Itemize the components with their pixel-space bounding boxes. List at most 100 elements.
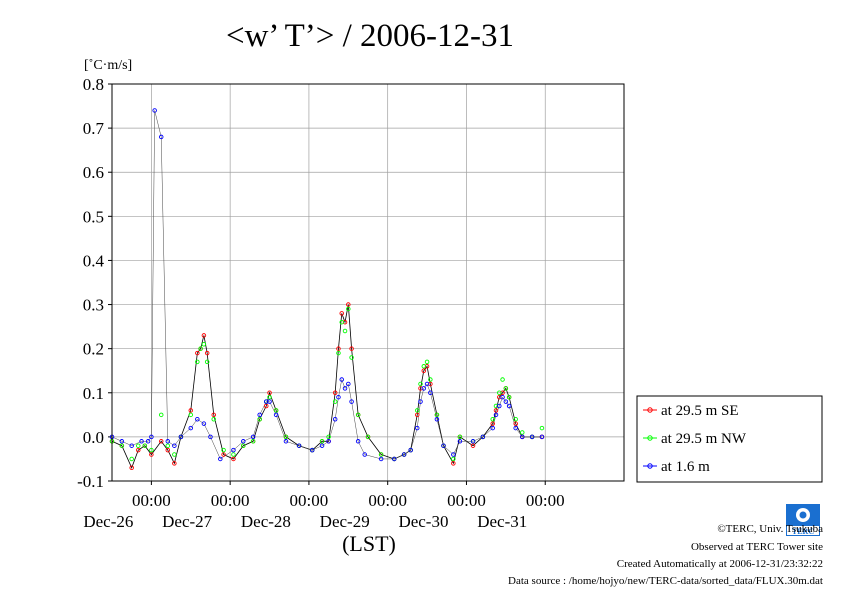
data-point bbox=[520, 430, 525, 435]
data-point bbox=[267, 394, 272, 400]
legend-label: at 29.5 m NW bbox=[661, 431, 747, 447]
data-point bbox=[434, 412, 440, 418]
data-point bbox=[201, 342, 207, 347]
y-tick-label: 0.1 bbox=[83, 384, 104, 403]
data-point bbox=[428, 390, 433, 396]
y-tick-label: -0.1 bbox=[77, 472, 104, 491]
y-tick-label: 0.8 bbox=[83, 75, 104, 94]
data-point bbox=[451, 461, 456, 466]
data-point bbox=[195, 359, 200, 365]
data-point bbox=[500, 377, 505, 382]
data-point bbox=[283, 439, 289, 444]
data-point bbox=[378, 452, 384, 457]
data-point bbox=[339, 311, 344, 316]
data-point bbox=[342, 328, 348, 334]
unit-label: [˚C·m/s] bbox=[84, 58, 132, 73]
data-point bbox=[424, 381, 430, 387]
data-point bbox=[339, 377, 344, 382]
data-point bbox=[195, 350, 200, 356]
data-point bbox=[142, 443, 148, 448]
grid-lines bbox=[112, 84, 624, 481]
data-point bbox=[457, 439, 463, 444]
data-point bbox=[520, 434, 525, 440]
data-point bbox=[267, 399, 272, 404]
legend-box bbox=[636, 395, 823, 483]
legend-marker bbox=[647, 435, 653, 441]
data-point bbox=[332, 416, 338, 422]
data-point bbox=[362, 452, 367, 457]
created-text: Created Automatically at 2006-12-31/23:3… bbox=[617, 558, 823, 570]
data-point bbox=[418, 381, 423, 387]
data-point bbox=[257, 416, 262, 422]
data-point bbox=[490, 425, 495, 431]
data-point bbox=[195, 416, 200, 422]
data-point bbox=[336, 350, 341, 356]
data-point bbox=[503, 386, 509, 391]
data-point bbox=[457, 434, 463, 440]
data-point bbox=[218, 456, 223, 462]
data-point bbox=[129, 465, 134, 471]
data-point bbox=[326, 439, 331, 444]
data-point bbox=[342, 386, 348, 391]
data-point bbox=[158, 134, 164, 140]
data-point bbox=[428, 377, 433, 382]
data-point bbox=[339, 319, 344, 325]
data-point bbox=[158, 439, 164, 444]
data-point bbox=[178, 434, 184, 440]
data-point bbox=[355, 439, 361, 444]
y-tick-label: 0.3 bbox=[83, 296, 104, 315]
data-point bbox=[332, 399, 338, 404]
x-tick-time-label: 00:00 bbox=[447, 491, 486, 510]
data-point bbox=[414, 412, 420, 418]
data-point bbox=[480, 434, 486, 440]
data-point bbox=[346, 302, 351, 307]
data-point bbox=[421, 364, 427, 369]
data-point bbox=[470, 443, 476, 448]
chart-title: <w’ T’> / 2006-12-31 bbox=[226, 18, 514, 54]
data-point bbox=[421, 368, 427, 373]
data-point bbox=[211, 416, 216, 422]
y-tick-label: 0.6 bbox=[83, 163, 104, 182]
data-point bbox=[149, 447, 154, 453]
data-point bbox=[497, 403, 502, 409]
y-tick-label: 0.0 bbox=[83, 428, 104, 447]
data-point bbox=[529, 434, 535, 440]
x-tick-date-label: Dec-29 bbox=[320, 512, 370, 531]
data-point bbox=[250, 439, 256, 444]
data-point bbox=[165, 443, 171, 448]
data-point bbox=[257, 412, 262, 418]
data-point bbox=[172, 452, 177, 457]
data-point bbox=[346, 381, 351, 387]
data-point bbox=[119, 443, 125, 448]
data-point bbox=[319, 439, 325, 444]
x-tick-date-label: Dec-30 bbox=[398, 512, 448, 531]
series-group bbox=[109, 108, 545, 471]
x-tick-date-label: Dec-28 bbox=[241, 512, 291, 531]
data-point bbox=[241, 443, 246, 448]
data-point bbox=[346, 306, 351, 312]
x-tick-date-label: Dec-31 bbox=[477, 512, 527, 531]
plot-frame bbox=[111, 83, 625, 482]
data-point bbox=[188, 425, 194, 431]
data-point bbox=[414, 425, 420, 431]
data-point bbox=[513, 416, 518, 422]
data-point bbox=[250, 434, 256, 440]
data-point bbox=[152, 108, 157, 113]
data-point bbox=[241, 439, 246, 444]
x-tick-date-label: Dec-27 bbox=[162, 512, 213, 531]
data-point bbox=[332, 390, 338, 396]
data-point bbox=[283, 434, 289, 440]
data-point bbox=[267, 390, 272, 396]
data-point bbox=[231, 447, 236, 453]
data-point bbox=[408, 447, 413, 453]
y-tick-label: 0.7 bbox=[83, 119, 105, 138]
data-point bbox=[470, 439, 476, 444]
data-point bbox=[136, 443, 141, 448]
data-point bbox=[355, 412, 361, 418]
data-point bbox=[129, 443, 134, 448]
data-point bbox=[424, 359, 430, 365]
data-point bbox=[451, 452, 456, 457]
data-point bbox=[336, 346, 341, 351]
data-point bbox=[309, 447, 315, 453]
x-axis: 00:00 Dec-26 00:00 Dec-27 00:00 Dec-28 00:00 De… bbox=[83, 481, 565, 531]
